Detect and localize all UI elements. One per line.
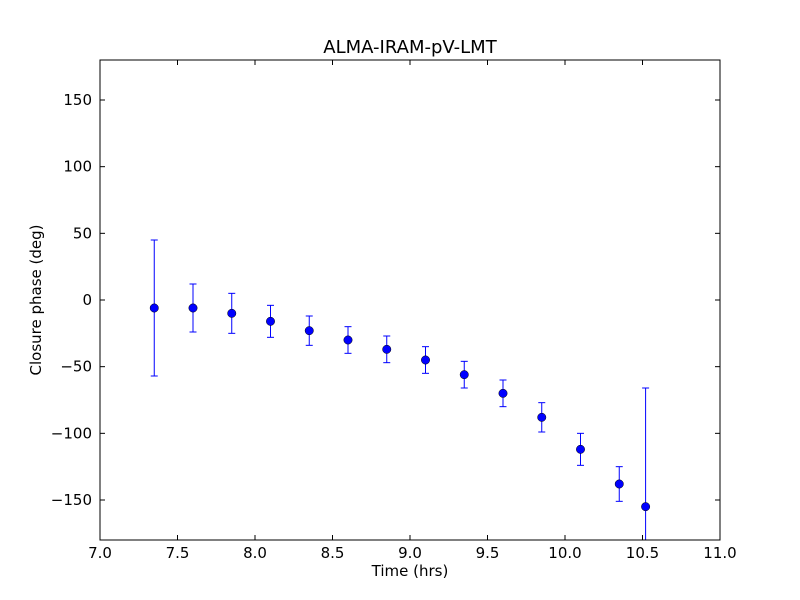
data-point bbox=[149, 303, 159, 313]
plot-background bbox=[100, 60, 720, 540]
y-tick-label: 50 bbox=[73, 224, 92, 242]
plot-frame bbox=[99, 59, 721, 541]
x-tick-label: 7.0 bbox=[88, 544, 112, 562]
y-tick-label: 100 bbox=[63, 158, 92, 176]
y-tick-label: 150 bbox=[63, 91, 92, 109]
x-tick-label: 10.5 bbox=[626, 544, 659, 562]
x-tick-label: 8.5 bbox=[321, 544, 345, 562]
data-point bbox=[614, 479, 624, 489]
chart-title: ALMA-IRAM-pV-LMT bbox=[323, 37, 497, 58]
x-tick-label: 10.0 bbox=[548, 544, 581, 562]
axis-ticks bbox=[99, 60, 721, 540]
data-point bbox=[641, 502, 651, 512]
x-tick-label: 11.0 bbox=[703, 544, 736, 562]
data-point bbox=[304, 326, 314, 336]
data-marks bbox=[149, 239, 651, 540]
data-point bbox=[266, 316, 275, 326]
tick-labels: 7.0 7.5 8.0 8.5 9.0 9.5 10.0 10.5 11.0 −150 −100 −5… bbox=[51, 91, 737, 562]
data-point bbox=[537, 412, 547, 422]
data-point bbox=[498, 388, 508, 398]
x-tick-label: 8.0 bbox=[243, 544, 267, 562]
data-point bbox=[382, 344, 392, 354]
data-point bbox=[576, 444, 585, 454]
y-tick-label: −150 bbox=[51, 491, 92, 509]
x-axis-label: Time (hrs) bbox=[371, 562, 449, 580]
data-point bbox=[343, 335, 353, 345]
y-axis-label: Closure phase (deg) bbox=[27, 225, 45, 376]
data-point bbox=[459, 370, 469, 380]
y-tick-label: −50 bbox=[60, 358, 92, 376]
plot-area bbox=[99, 59, 721, 541]
x-tick-label: 7.5 bbox=[166, 544, 190, 562]
x-tick-label: 9.0 bbox=[398, 544, 422, 562]
y-tick-label: 0 bbox=[82, 291, 92, 309]
data-point bbox=[227, 308, 237, 318]
data-point bbox=[188, 303, 198, 313]
data-point bbox=[421, 355, 430, 365]
y-tick-label: −100 bbox=[51, 424, 92, 442]
x-tick-label: 9.5 bbox=[476, 544, 500, 562]
